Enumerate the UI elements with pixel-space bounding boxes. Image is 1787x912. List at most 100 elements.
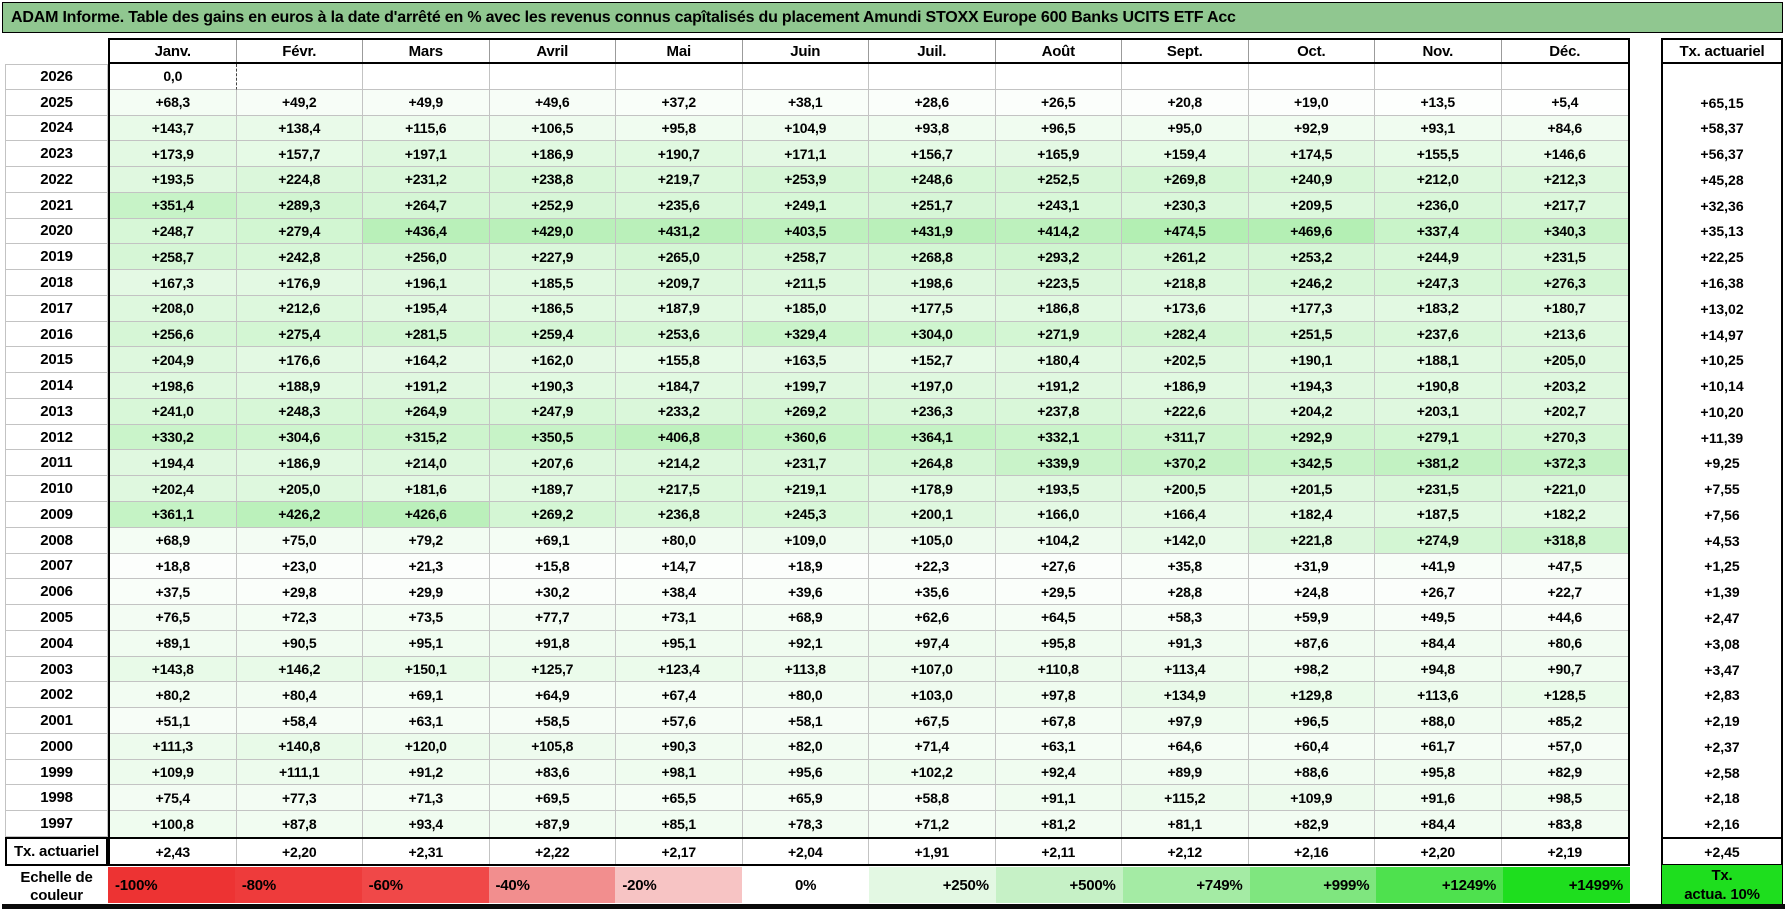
table-cell[interactable]: +329,4 [742,321,869,348]
table-cell[interactable]: +80,0 [616,527,743,554]
actuarial-rate-cell[interactable]: +3,47 [1704,661,1740,678]
table-cell[interactable]: +236,0 [1375,192,1502,219]
table-cell[interactable]: +95,8 [616,115,743,142]
table-cell[interactable]: +261,2 [1122,244,1249,271]
table-cell[interactable]: +49,5 [1375,605,1502,631]
table-cell[interactable]: +218,8 [1122,270,1249,296]
table-cell[interactable]: +275,4 [236,321,363,348]
table-cell[interactable]: +194,4 [110,450,237,477]
table-cell[interactable]: +276,3 [1501,270,1628,296]
table-cell[interactable]: +238,8 [489,167,616,193]
column-header-12[interactable]: Déc. [1549,42,1581,60]
table-cell[interactable]: +105,8 [489,733,616,760]
table-cell[interactable]: +196,1 [363,270,490,296]
right-column-footer-cell[interactable]: +2,45 [1661,837,1783,866]
table-cell[interactable]: +80,4 [236,682,363,709]
table-cell[interactable]: +14,7 [616,553,743,580]
table-cell[interactable]: +282,4 [1122,321,1249,348]
table-cell[interactable]: +253,9 [742,167,869,193]
actuarial-rate-cell[interactable]: +14,97 [1700,326,1744,343]
actuarial-rate-cell[interactable]: +1,25 [1704,558,1740,575]
table-cell[interactable]: +222,6 [1122,398,1249,425]
table-cell[interactable]: +92,4 [995,759,1122,786]
table-cell[interactable]: +67,8 [995,708,1122,734]
table-cell[interactable]: +240,9 [1248,167,1375,193]
table-cell[interactable]: +193,5 [995,476,1122,503]
table-cell[interactable]: +248,7 [110,218,237,245]
footer-cell[interactable]: +2,12 [1122,839,1249,864]
table-cell[interactable]: +264,9 [363,398,490,425]
table-cell[interactable]: +49,2 [236,89,363,116]
table-cell[interactable]: +155,8 [616,347,743,374]
table-cell[interactable]: +95,8 [995,630,1122,657]
table-cell[interactable] [1122,64,1249,90]
table-cell[interactable]: +83,6 [489,759,616,786]
table-cell[interactable]: +84,4 [1375,811,1502,837]
table-cell[interactable]: +107,0 [869,656,996,683]
actuarial-rate-cell[interactable] [1663,64,1781,90]
table-cell[interactable]: +109,0 [742,527,869,554]
table-cell[interactable]: +29,9 [363,579,490,606]
footer-cell[interactable]: +2,04 [743,839,869,864]
table-cell[interactable]: +150,1 [363,656,490,683]
table-cell[interactable]: +246,2 [1248,270,1375,296]
table-cell[interactable]: +80,0 [742,682,869,709]
actuarial-rate-cell[interactable]: +2,16 [1704,816,1740,833]
table-cell[interactable]: +185,5 [489,270,616,296]
row-year-label[interactable]: 1997 [5,811,108,837]
table-cell[interactable]: +104,9 [742,115,869,142]
table-cell[interactable]: +102,2 [869,759,996,786]
table-cell[interactable]: +57,6 [616,708,743,734]
table-cell[interactable]: +431,2 [616,218,743,245]
table-cell[interactable]: +58,5 [489,708,616,734]
table-cell[interactable]: +214,0 [363,450,490,477]
table-cell[interactable]: +176,9 [236,270,363,296]
table-cell[interactable]: +304,0 [869,321,996,348]
table-cell[interactable] [995,64,1122,90]
footer-cell[interactable]: +2,31 [363,839,490,864]
table-cell[interactable]: +82,9 [1501,759,1628,786]
table-cell[interactable]: +109,9 [1248,785,1375,812]
table-cell[interactable]: +182,4 [1248,502,1375,528]
table-cell[interactable]: +65,9 [742,785,869,812]
table-cell[interactable]: +63,1 [995,733,1122,760]
table-cell[interactable]: +27,6 [995,553,1122,580]
table-cell[interactable]: +81,2 [995,811,1122,837]
table-cell[interactable]: +88,6 [1248,759,1375,786]
table-cell[interactable]: +340,3 [1501,218,1628,245]
table-cell[interactable]: +81,1 [1122,811,1249,837]
table-cell[interactable]: +194,3 [1248,373,1375,399]
table-cell[interactable]: +208,0 [110,295,237,322]
table-cell[interactable]: +58,3 [1122,605,1249,631]
table-cell[interactable]: +198,6 [869,270,996,296]
table-cell[interactable]: +166,0 [995,502,1122,528]
actuarial-rate-cell[interactable]: +9,25 [1704,455,1740,472]
table-cell[interactable]: +201,5 [1248,476,1375,503]
table-cell[interactable]: +203,2 [1501,373,1628,399]
table-cell[interactable]: +189,7 [489,476,616,503]
column-header-8[interactable]: Août [996,40,1122,62]
table-cell[interactable] [1248,64,1375,90]
row-year-label[interactable]: 2021 [5,192,108,219]
table-cell[interactable]: +18,9 [742,553,869,580]
table-cell[interactable]: +134,9 [1122,682,1249,709]
table-cell[interactable] [1375,64,1502,90]
table-cell[interactable]: +75,4 [110,785,237,812]
table-cell[interactable]: +5,4 [1501,89,1628,116]
table-cell[interactable]: +198,6 [110,373,237,399]
row-year-label[interactable]: 2001 [5,708,108,734]
table-cell[interactable]: +95,8 [1375,759,1502,786]
table-cell[interactable]: +83,8 [1501,811,1628,837]
table-cell[interactable]: +111,3 [110,733,237,760]
footer-cell[interactable]: +2,16 [1249,839,1375,864]
table-cell[interactable]: +211,5 [742,270,869,296]
row-year-label[interactable]: 2009 [5,502,108,528]
table-cell[interactable]: +361,1 [110,502,237,528]
table-cell[interactable]: +64,5 [995,605,1122,631]
table-cell[interactable]: +91,6 [1375,785,1502,812]
table-cell[interactable]: +381,2 [1375,450,1502,477]
table-cell[interactable] [1501,64,1628,90]
table-cell[interactable]: +370,2 [1122,450,1249,477]
table-cell[interactable]: +51,1 [110,708,237,734]
footer-cell[interactable]: +2,43 [110,839,237,864]
